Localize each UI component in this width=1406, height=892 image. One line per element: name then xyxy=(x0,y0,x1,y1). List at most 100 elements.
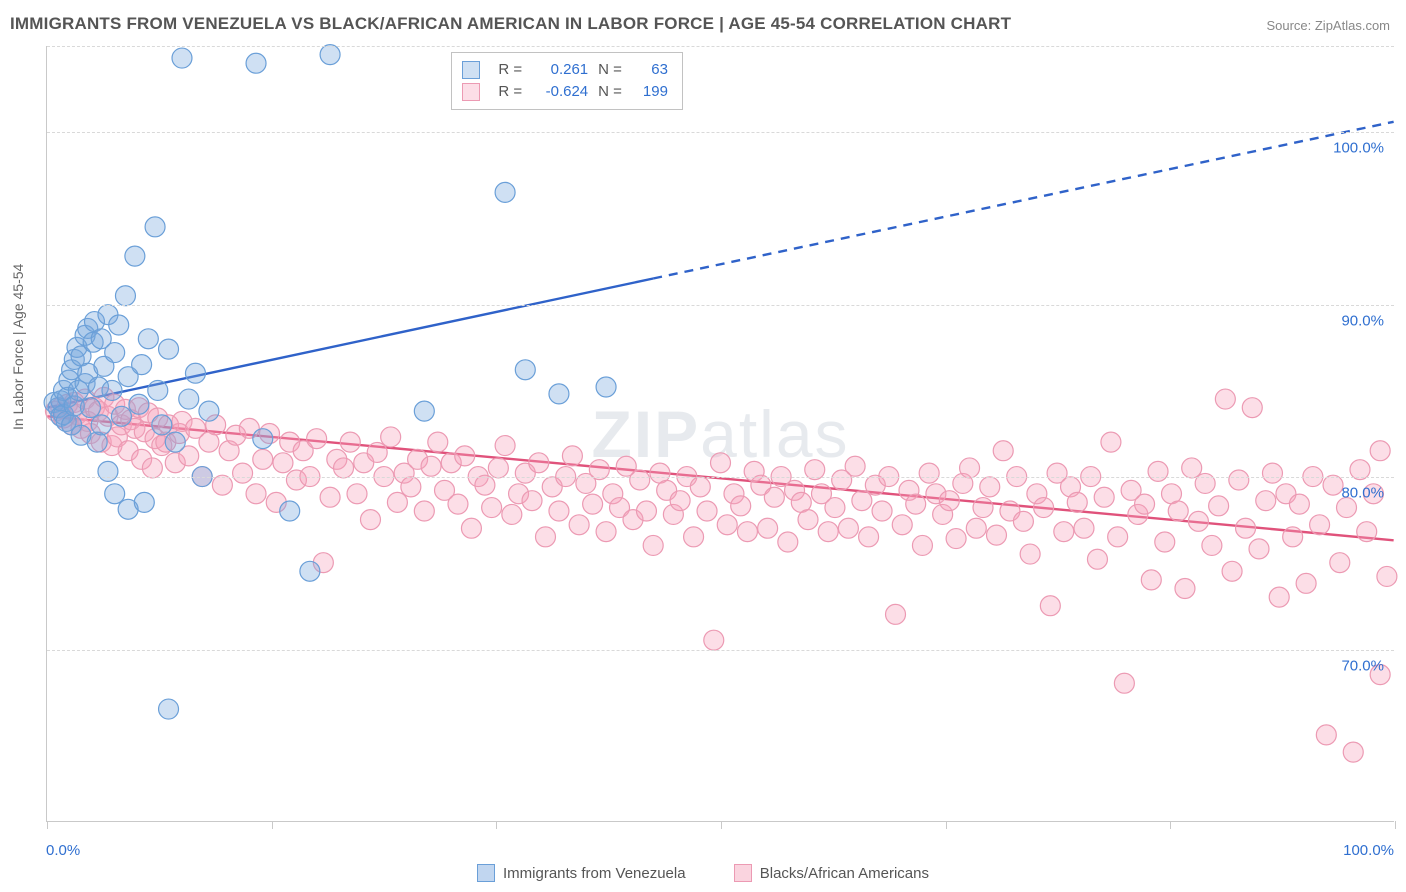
chart-plot-area: ZIPatlas R =0.261 N =63R =-0.624 N =199 … xyxy=(46,46,1394,822)
data-point-black xyxy=(522,491,542,511)
data-point-black xyxy=(360,510,380,530)
data-point-venezuela xyxy=(172,48,192,68)
data-point-black xyxy=(1242,398,1262,418)
data-point-black xyxy=(1101,432,1121,452)
data-point-black xyxy=(246,484,266,504)
data-point-venezuela xyxy=(98,461,118,481)
data-point-black xyxy=(993,441,1013,461)
data-point-black xyxy=(529,453,549,473)
legend-bottom: Immigrants from Venezuela Blacks/African… xyxy=(0,864,1406,886)
data-point-black xyxy=(1316,725,1336,745)
data-point-black xyxy=(1330,553,1350,573)
data-point-black xyxy=(1148,461,1168,481)
data-point-black xyxy=(697,501,717,521)
data-point-venezuela xyxy=(495,182,515,202)
x-tick xyxy=(496,821,497,829)
data-point-black xyxy=(1236,518,1256,538)
data-point-venezuela xyxy=(115,286,135,306)
data-point-black xyxy=(1067,492,1087,512)
x-tick xyxy=(272,821,273,829)
data-point-black xyxy=(825,498,845,518)
data-point-venezuela xyxy=(111,406,131,426)
data-point-black xyxy=(1370,441,1390,461)
data-point-black xyxy=(340,432,360,452)
data-point-black xyxy=(1020,544,1040,564)
data-point-black xyxy=(253,449,273,469)
data-point-black xyxy=(334,458,354,478)
data-point-venezuela xyxy=(280,501,300,521)
data-point-black xyxy=(428,432,448,452)
data-point-black xyxy=(1209,496,1229,516)
stat-n-black: 199 xyxy=(632,81,668,103)
data-point-black xyxy=(939,491,959,511)
data-point-black xyxy=(495,436,515,456)
legend-item-venezuela: Immigrants from Venezuela xyxy=(477,864,686,882)
data-point-black xyxy=(1054,522,1074,542)
data-point-black xyxy=(1175,579,1195,599)
data-point-black xyxy=(1283,527,1303,547)
data-point-venezuela xyxy=(596,377,616,397)
data-point-venezuela xyxy=(179,389,199,409)
data-point-venezuela xyxy=(165,432,185,452)
data-point-venezuela xyxy=(199,401,219,421)
source-label: Source: ZipAtlas.com xyxy=(1266,18,1390,33)
data-point-black xyxy=(273,453,293,473)
data-point-venezuela xyxy=(145,217,165,237)
correlation-stat-box: R =0.261 N =63R =-0.624 N =199 xyxy=(451,52,683,110)
data-point-black xyxy=(690,477,710,497)
data-point-black xyxy=(455,446,475,466)
regression-line-dashed-venezuela xyxy=(653,122,1393,279)
grid-line xyxy=(47,132,1394,133)
data-point-black xyxy=(381,427,401,447)
data-point-black xyxy=(1215,389,1235,409)
data-point-black xyxy=(636,501,656,521)
data-point-venezuela xyxy=(159,699,179,719)
y-tick-label: 90.0% xyxy=(1341,312,1384,329)
data-point-black xyxy=(1249,539,1269,559)
data-point-black xyxy=(717,515,737,535)
legend-swatch-black xyxy=(734,864,752,882)
data-point-venezuela xyxy=(109,315,129,335)
data-point-black xyxy=(562,446,582,466)
data-point-black xyxy=(421,456,441,476)
data-point-black xyxy=(1202,535,1222,555)
data-point-venezuela xyxy=(152,415,172,435)
grid-line xyxy=(47,46,1394,47)
data-point-black xyxy=(583,494,603,514)
data-point-black xyxy=(347,484,367,504)
x-tick-label: 0.0% xyxy=(46,842,80,859)
data-point-black xyxy=(569,515,589,535)
data-point-black xyxy=(387,492,407,512)
data-point-black xyxy=(1222,561,1242,581)
data-point-black xyxy=(973,498,993,518)
data-point-black xyxy=(960,458,980,478)
stat-r-venezuela: 0.261 xyxy=(532,59,588,81)
data-point-black xyxy=(549,501,569,521)
legend-label-black: Blacks/African Americans xyxy=(760,865,929,882)
data-point-black xyxy=(798,510,818,530)
data-point-venezuela xyxy=(87,432,107,452)
stat-row-black: R =-0.624 N =199 xyxy=(462,81,668,103)
data-point-venezuela xyxy=(80,398,100,418)
data-point-black xyxy=(986,525,1006,545)
data-point-black xyxy=(872,501,892,521)
data-point-black xyxy=(1135,494,1155,514)
data-point-black xyxy=(502,504,522,524)
data-point-black xyxy=(535,527,555,547)
data-point-black xyxy=(758,518,778,538)
data-point-black xyxy=(1040,596,1060,616)
data-point-black xyxy=(1013,511,1033,531)
data-point-black xyxy=(1087,549,1107,569)
data-point-black xyxy=(488,458,508,478)
data-point-black xyxy=(906,494,926,514)
data-point-black xyxy=(1182,458,1202,478)
y-tick-label: 70.0% xyxy=(1341,657,1384,674)
data-point-venezuela xyxy=(91,415,111,435)
data-point-black xyxy=(1229,470,1249,490)
data-point-venezuela xyxy=(253,429,273,449)
data-point-black xyxy=(1357,522,1377,542)
data-point-black xyxy=(482,498,502,518)
data-point-black xyxy=(1108,527,1128,547)
data-point-black xyxy=(1034,498,1054,518)
data-point-venezuela xyxy=(300,561,320,581)
